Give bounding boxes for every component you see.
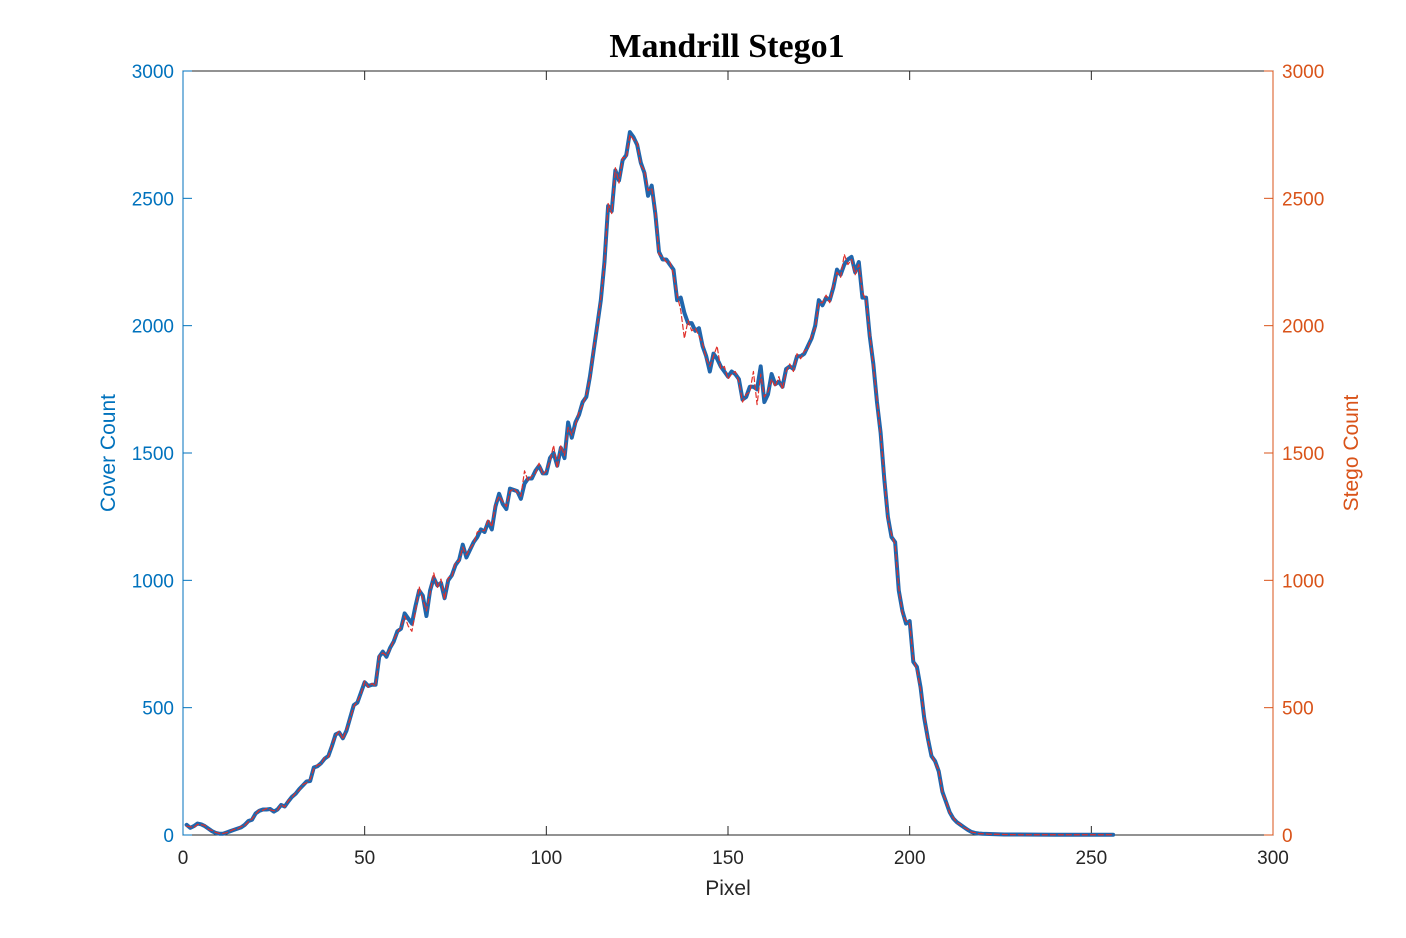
x-axis-label: Pixel xyxy=(705,877,751,900)
x-tick-label: 250 xyxy=(1075,848,1107,869)
left-tick-label: 2000 xyxy=(132,317,174,338)
right-tick-label: 2000 xyxy=(1282,317,1324,338)
x-tick-label: 150 xyxy=(712,848,744,869)
x-tick-label: 50 xyxy=(354,848,375,869)
series-layer xyxy=(184,130,1116,837)
left-tick-label: 1000 xyxy=(132,571,174,592)
cover-count-line xyxy=(184,130,1116,837)
left-tick-label: 0 xyxy=(163,826,174,847)
plot-frame xyxy=(182,70,1274,836)
right-tick-label: 500 xyxy=(1282,699,1314,720)
right-tick-label: 1500 xyxy=(1282,444,1324,465)
x-tick-label: 300 xyxy=(1257,848,1289,869)
left-tick-label: 3000 xyxy=(132,62,174,83)
x-tick-label: 0 xyxy=(178,848,189,869)
x-tick-label: 100 xyxy=(530,848,562,869)
right-tick-label: 3000 xyxy=(1282,62,1324,83)
left-y-axis-label: Cover Count xyxy=(97,394,120,512)
right-y-axis-ticks: 0 500 1000 1500 2000 2500 3000 xyxy=(1264,62,1324,847)
x-tick-label: 200 xyxy=(894,848,926,869)
stego-count-line xyxy=(186,134,1114,836)
left-tick-label: 500 xyxy=(142,699,174,720)
left-tick-label: 2500 xyxy=(132,189,174,210)
right-tick-label: 0 xyxy=(1282,826,1293,847)
left-y-axis-ticks: 0 500 1000 1500 2000 2500 3000 xyxy=(132,62,192,847)
right-y-axis-label: Stego Count xyxy=(1340,394,1363,511)
left-tick-label: 1500 xyxy=(132,444,174,465)
right-tick-label: 1000 xyxy=(1282,571,1324,592)
right-tick-label: 2500 xyxy=(1282,189,1324,210)
chart-title: Mandrill Stego1 xyxy=(609,28,844,65)
x-axis-ticks: 0 50 100 150 200 250 300 xyxy=(178,71,1289,869)
